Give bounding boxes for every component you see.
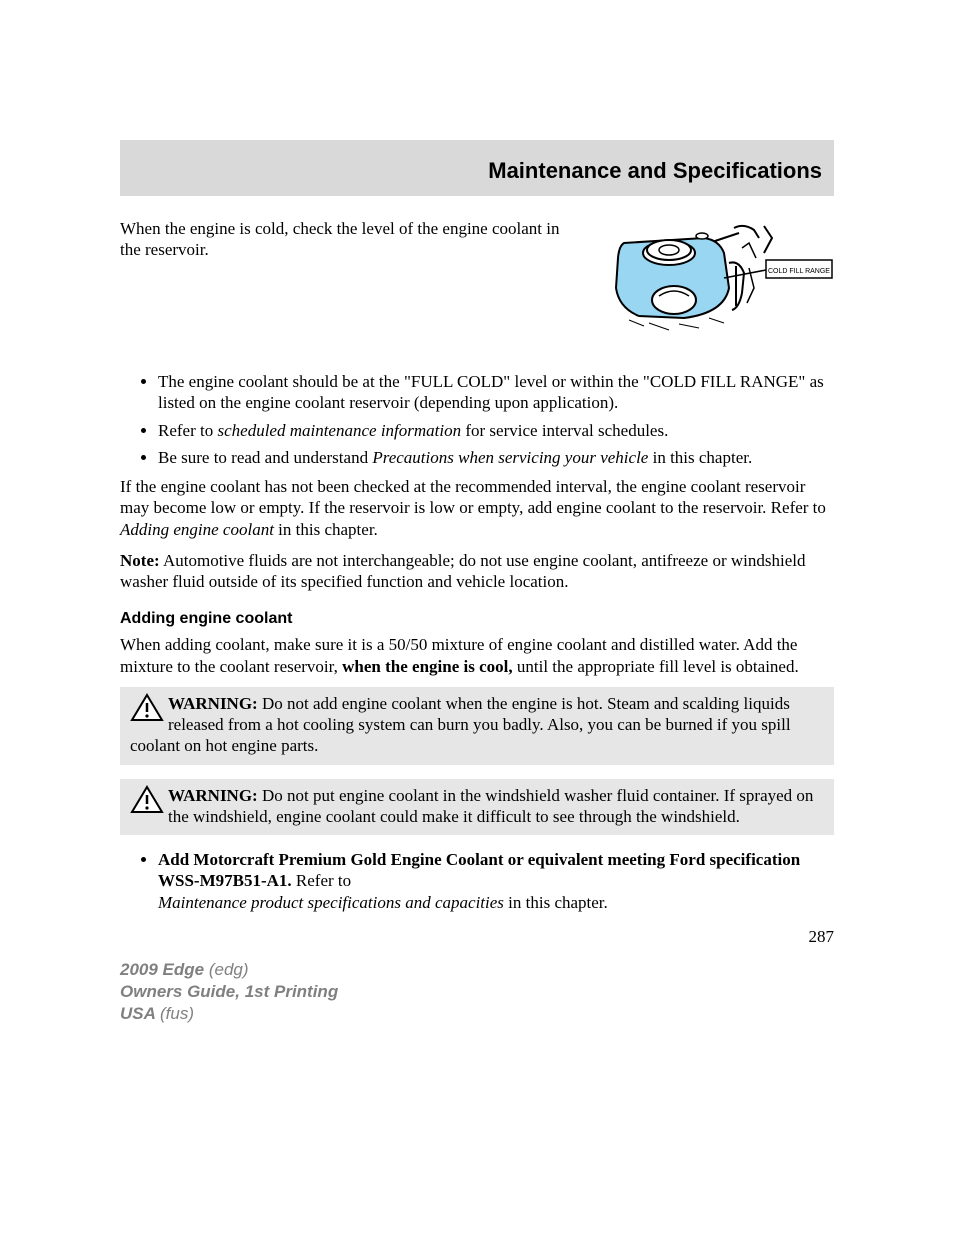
page: Maintenance and Specifications When the …	[0, 0, 954, 1120]
diagram-label: COLD FILL RANGE	[768, 268, 830, 275]
warning-icon	[130, 693, 164, 728]
bullet-list-bottom: Add Motorcraft Premium Gold Engine Coola…	[120, 849, 834, 913]
warning-label: WARNING:	[168, 694, 258, 713]
list-item: The engine coolant should be at the "FUL…	[158, 371, 834, 414]
footer-line: USA (fus)	[120, 1003, 338, 1025]
list-item: Refer to scheduled maintenance informati…	[158, 420, 834, 441]
paragraph: If the engine coolant has not been check…	[120, 476, 834, 540]
intro-text: When the engine is cold, check the level…	[120, 218, 584, 261]
paragraph: When adding coolant, make sure it is a 5…	[120, 634, 834, 677]
header-bar: Maintenance and Specifications	[120, 140, 834, 196]
list-item: Add Motorcraft Premium Gold Engine Coola…	[158, 849, 834, 913]
warning-box: WARNING: Do not put engine coolant in th…	[120, 779, 834, 836]
warning-text: Do not put engine coolant in the windshi…	[168, 786, 813, 826]
warning-icon	[130, 785, 164, 820]
footer-line: Owners Guide, 1st Printing	[120, 981, 338, 1003]
list-item: Be sure to read and understand Precautio…	[158, 447, 834, 468]
bullet-list-top: The engine coolant should be at the "FUL…	[120, 371, 834, 468]
footer-line: 2009 Edge (edg)	[120, 959, 338, 981]
intro-row: When the engine is cold, check the level…	[120, 218, 834, 353]
section-title: Maintenance and Specifications	[132, 158, 822, 184]
warning-label: WARNING:	[168, 786, 258, 805]
coolant-diagram: COLD FILL RANGE	[584, 218, 834, 353]
footer: 2009 Edge (edg) Owners Guide, 1st Printi…	[120, 959, 338, 1025]
page-number: 287	[120, 927, 834, 947]
sub-heading: Adding engine coolant	[120, 610, 834, 628]
note-paragraph: Note: Automotive fluids are not intercha…	[120, 550, 834, 593]
warning-box: WARNING: Do not add engine coolant when …	[120, 687, 834, 765]
